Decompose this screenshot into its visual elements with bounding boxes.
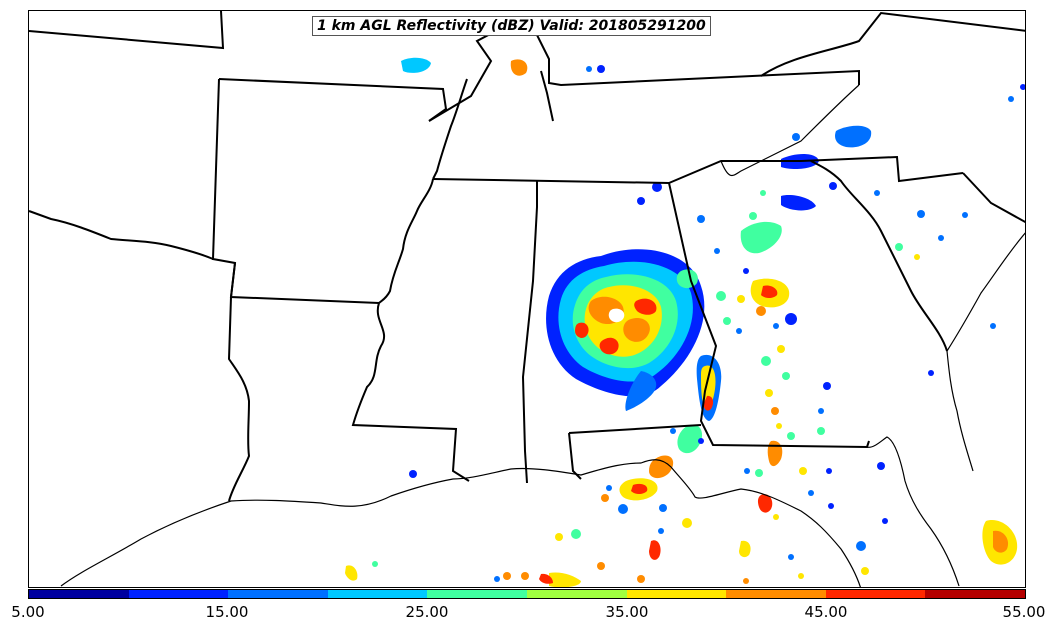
colorbar-tick-label: 5.00: [11, 603, 45, 621]
colorbar-segment-3: [327, 590, 428, 598]
colorbar-segment-4: [427, 590, 527, 598]
state-boundaries: [29, 11, 1025, 502]
colorbar-tick-label: 45.00: [804, 603, 848, 621]
colorbar-tick-label: 55.00: [1002, 603, 1046, 621]
colorbar-segment-1: [128, 590, 229, 598]
reflectivity-echoes: [345, 57, 1025, 587]
colorbar-tick-label: 15.00: [205, 603, 249, 621]
colorbar-tick-label: 35.00: [605, 603, 649, 621]
colorbar-segment-6: [626, 590, 727, 598]
map-panel: [28, 10, 1026, 588]
colorbar-segment-7: [726, 590, 826, 598]
reflectivity-map: [29, 11, 1025, 587]
scattered-cells: [372, 65, 1025, 584]
coastline: [60, 84, 1025, 587]
colorbar: [28, 589, 1026, 599]
colorbar-segment-5: [526, 590, 627, 598]
map-title: 1 km AGL Reflectivity (dBZ) Valid: 20180…: [312, 16, 711, 36]
colorbar-segment-2: [228, 590, 328, 598]
colorbar-segment-9: [925, 590, 1025, 598]
colorbar-segment-8: [825, 590, 926, 598]
colorbar-segment-0: [29, 590, 129, 598]
rainband-echoes: [345, 57, 1018, 587]
storm-core-echo: [546, 249, 705, 411]
colorbar-tick-label: 25.00: [405, 603, 449, 621]
